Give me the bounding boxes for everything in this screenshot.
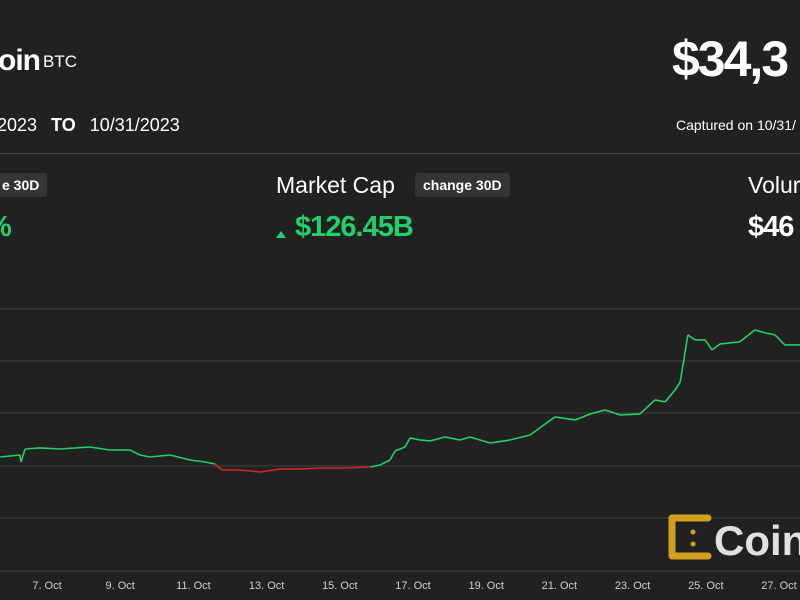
price-line-segment-up — [639, 399, 656, 415]
coindesk-logo: Coin — [668, 514, 800, 567]
price-line-segment-up — [149, 454, 171, 458]
price-line-segment-up — [419, 439, 430, 442]
x-tick-label: 15. Oct — [322, 580, 358, 592]
price-line-segment-up — [620, 413, 640, 416]
price-line-segment-up — [739, 329, 756, 343]
x-tick-label: 21. Oct — [541, 580, 578, 592]
svg-text:Coin: Coin — [714, 517, 800, 562]
price-line-segment-up — [589, 409, 606, 415]
price-line-segment-up — [754, 329, 766, 334]
x-tick-label: 13. Oct — [248, 580, 285, 592]
x-tick-label: 23. Oct — [614, 580, 651, 592]
price-line-segment-up — [190, 459, 206, 463]
price-line-segment-down — [239, 469, 261, 473]
price-line-segment-down — [214, 463, 223, 471]
market-cap-value: $126.45B — [295, 211, 414, 243]
price-line-segment-up — [20, 448, 26, 463]
price-line-segment-up — [404, 437, 411, 448]
price-line-segment-up — [379, 459, 391, 466]
price-line-segment-up — [0, 454, 20, 458]
price-line-segment-up — [664, 389, 676, 403]
price-line-segment-up — [469, 436, 491, 444]
price-line-segment-up — [204, 461, 216, 465]
date-to-label: TO — [51, 115, 76, 135]
price-line-segment-up — [509, 434, 531, 441]
x-tick-label: 17. Oct — [395, 580, 431, 592]
price-line-segment-up — [60, 446, 90, 450]
price-line-segment-down — [259, 468, 281, 473]
volume-value: $46 — [748, 211, 794, 243]
price-line-segment-up — [169, 454, 191, 461]
triangle-up-icon — [276, 231, 286, 238]
asset-name: oin — [0, 44, 41, 77]
date-to: 10/31/2023 — [89, 115, 180, 135]
x-tick-label: 19. Oct — [468, 580, 504, 592]
price-line-segment-up — [409, 437, 421, 441]
price-line-segment-up — [40, 447, 61, 450]
price-line-segment-up — [604, 409, 621, 416]
price-line-segment-up — [429, 436, 446, 442]
market-cap-badge: change 30D — [415, 173, 510, 197]
price-change-value: % — [0, 211, 12, 244]
volume-label: Volur — [748, 172, 800, 198]
price-line-segment-up — [89, 446, 111, 451]
price-line-segment-up — [679, 359, 685, 383]
price-line-segment-up — [764, 332, 776, 336]
x-tick-label: 27. Oct — [761, 580, 797, 592]
price-line-segment-up — [389, 450, 396, 461]
price-line-segment-up — [129, 449, 141, 456]
price-line-segment-up — [444, 436, 461, 441]
price-line-segment-up — [574, 413, 591, 421]
price-line-segment-up — [674, 381, 681, 391]
price-line-segment-up — [554, 416, 576, 421]
divider — [0, 153, 800, 154]
coindesk-logo-icon: Coin — [668, 514, 800, 564]
price-line-segment-up — [139, 454, 151, 458]
price-line-segment-down — [344, 466, 371, 469]
x-tick-label: 9. Oct — [105, 580, 135, 592]
captured-date: Captured on 10/31/ — [676, 117, 796, 133]
x-tick-label: 11. Oct — [176, 580, 211, 592]
price-line-segment-up — [459, 436, 471, 441]
price-line-segment-down — [299, 467, 321, 470]
price-line-segment-up — [711, 343, 721, 351]
current-price: $34,3 — [672, 31, 789, 87]
market-cap-label: Market Cap — [276, 172, 395, 198]
price-line-segment-up — [544, 416, 556, 425]
date-range: 2023 TO 10/31/2023 — [0, 115, 180, 136]
price-line-segment-up — [683, 334, 689, 361]
price-line-segment-up — [704, 339, 713, 351]
price-line-segment-up — [529, 423, 546, 436]
price-line-segment-up — [370, 464, 381, 468]
price-change-badge: e 30D — [0, 173, 48, 197]
x-tick-label: 7. Oct — [32, 580, 62, 592]
price-line-segment-up — [687, 334, 696, 341]
x-tick-label: 25. Oct — [688, 580, 724, 592]
asset-ticker: BTC — [43, 52, 77, 71]
price-line-segment-up — [24, 447, 41, 450]
price-line-segment-up — [394, 446, 406, 452]
price-line-segment-up — [654, 399, 666, 403]
date-from: 2023 — [0, 115, 38, 135]
price-line-segment-up — [719, 341, 740, 345]
price-line-segment-up — [774, 334, 786, 346]
price-line-segment-up — [489, 439, 511, 444]
